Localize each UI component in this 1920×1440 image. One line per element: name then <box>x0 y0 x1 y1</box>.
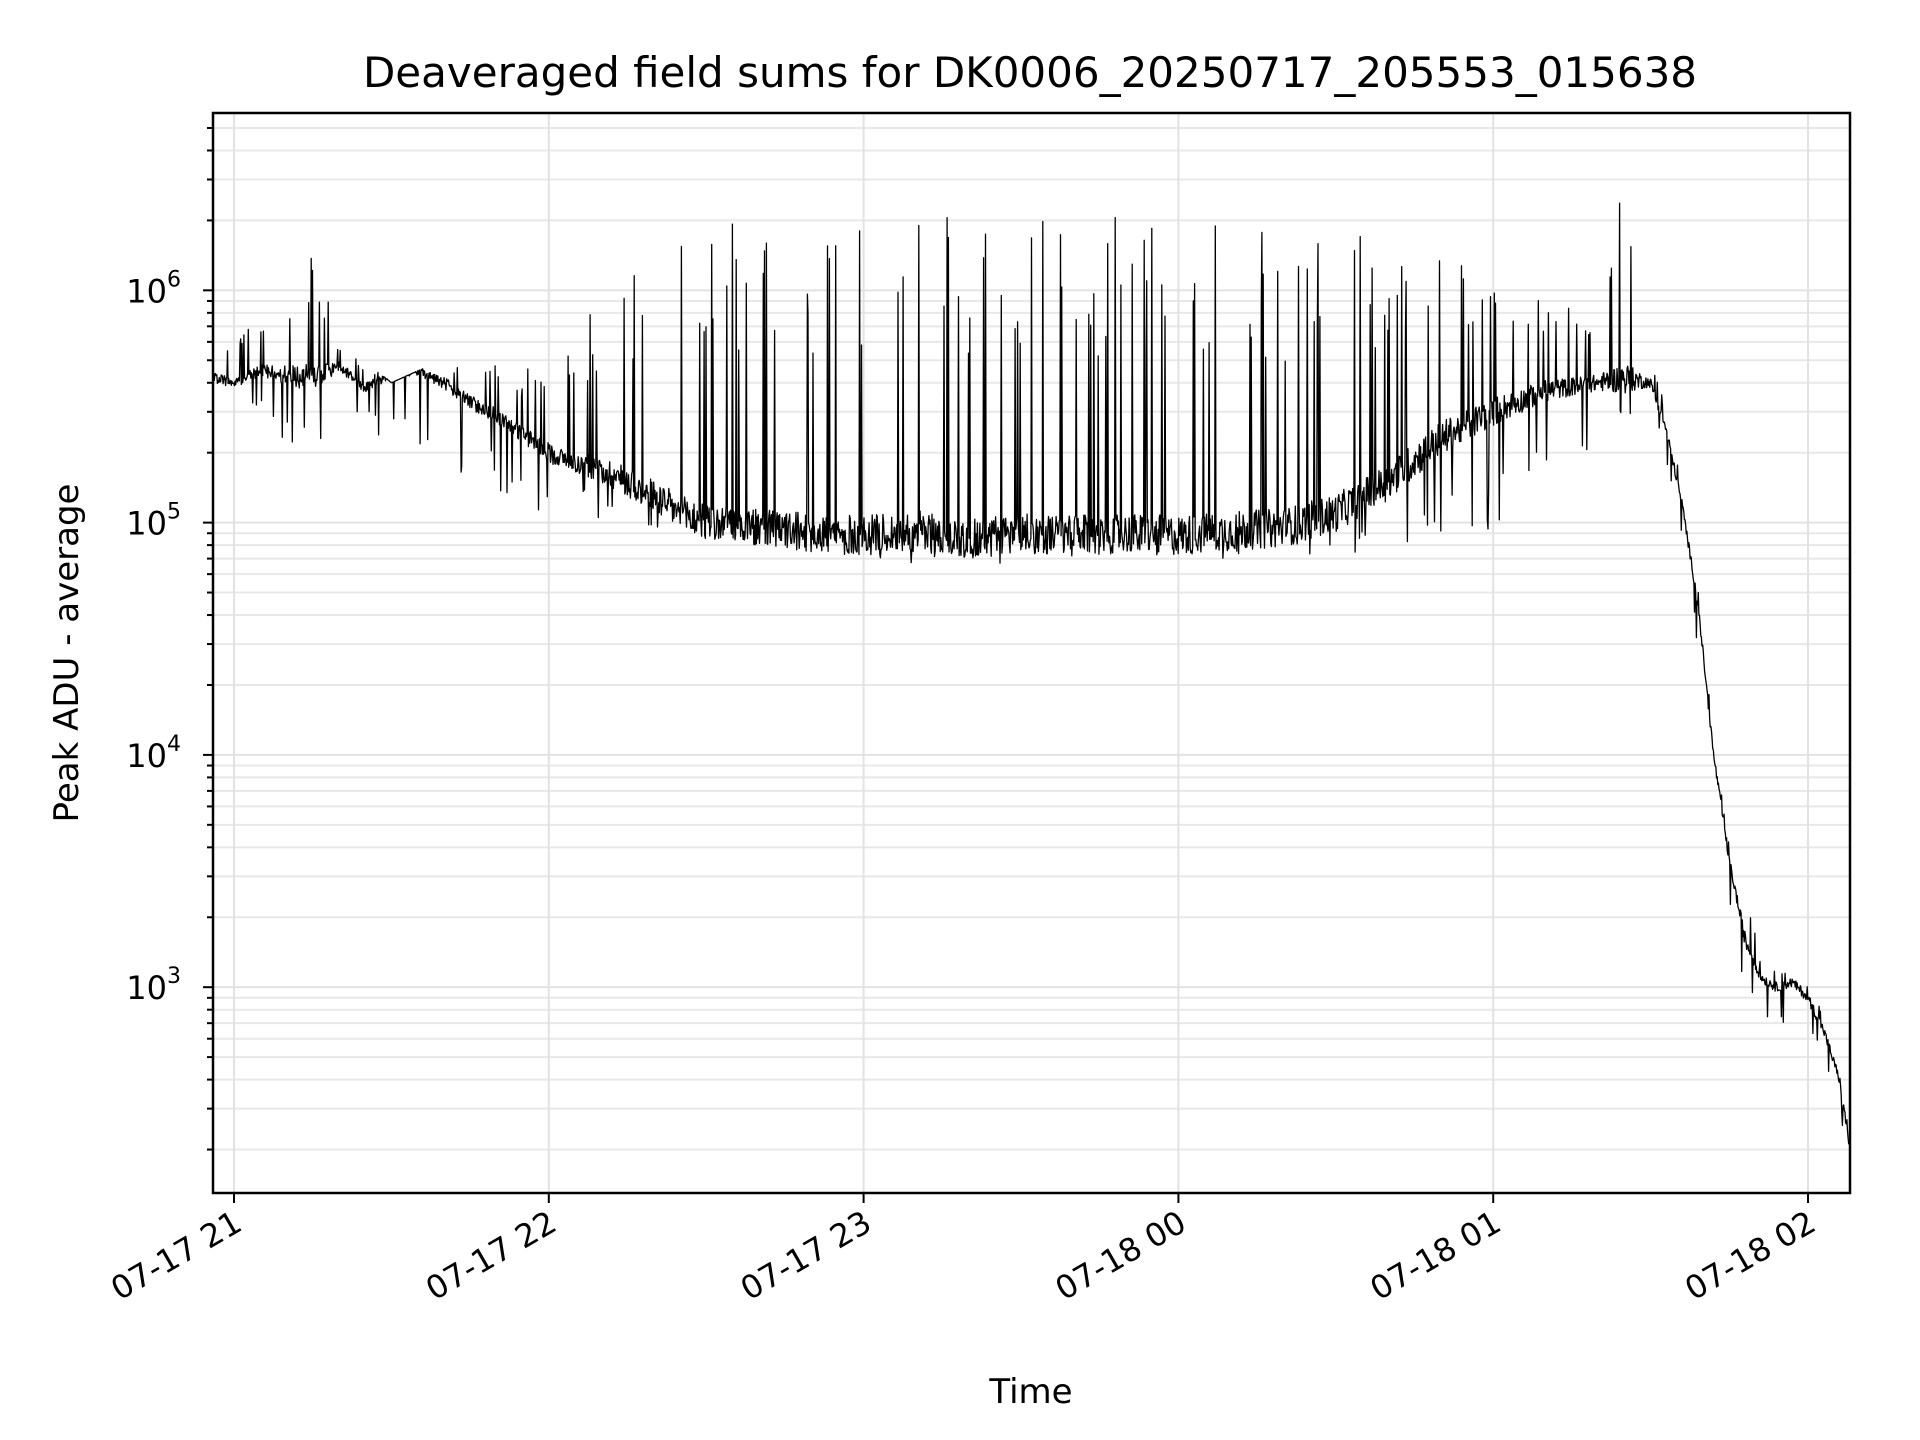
plot-frame <box>211 111 1852 1195</box>
y-axis-ticks: 103 104 105 106 <box>126 126 213 1151</box>
y-tick-label: 105 <box>126 500 181 543</box>
y-axis-label: Peak ADU - average <box>47 484 87 823</box>
y-tick-label: 104 <box>126 732 181 775</box>
chart-title: Deaveraged field sums for DK0006_2025071… <box>363 48 1697 97</box>
series-layer <box>212 202 1851 1146</box>
series-line-0 <box>212 202 1851 1146</box>
y-tick-label: 106 <box>126 267 181 310</box>
y-tick-label: 103 <box>126 964 181 1007</box>
x-axis-label: Time <box>988 1372 1072 1412</box>
